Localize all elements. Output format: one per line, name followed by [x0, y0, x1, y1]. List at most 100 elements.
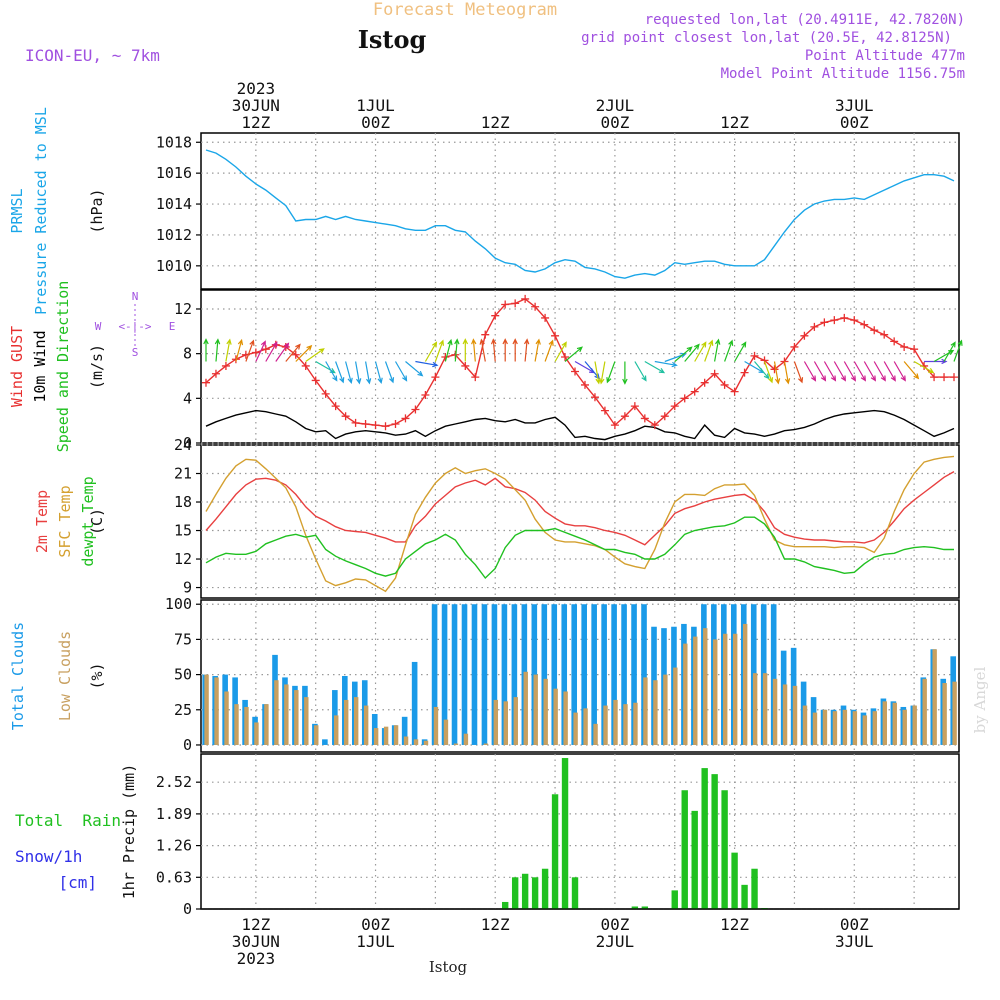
wind-direction-arrow — [704, 339, 714, 362]
wind-direction-arrow — [714, 338, 721, 362]
low-cloud-bar — [782, 684, 788, 745]
precip-bar — [501, 901, 509, 909]
grid-point-coordinates: grid point closest lon,lat (20.5E, 42.81… — [581, 30, 952, 46]
gust-marker — [261, 345, 270, 354]
y-tick-label: 18 — [174, 493, 192, 511]
low-cloud-bar — [443, 719, 449, 745]
precip-bar — [711, 774, 718, 909]
low-cloud-bar — [872, 711, 878, 745]
low-cloud-bar — [244, 706, 249, 745]
gust-marker — [541, 313, 550, 322]
gust-marker — [890, 337, 899, 346]
y-tick-label: 1010 — [156, 257, 192, 275]
gust-marker — [401, 414, 410, 423]
wind-direction-arrow — [873, 361, 886, 382]
wind-direction-arrow — [424, 341, 438, 362]
gust-marker — [391, 420, 400, 429]
low-cloud-bar — [952, 681, 957, 745]
precip-bar — [521, 873, 529, 909]
temperature-legend-label: dewpt Temp — [79, 476, 97, 566]
wind-direction-arrow — [574, 360, 596, 374]
low-cloud-bar — [603, 705, 608, 745]
point-altitude: Point Altitude 477m — [805, 48, 965, 64]
wind-direction-arrow — [773, 361, 781, 385]
wind-direction-arrow — [434, 339, 444, 362]
wind-direction-arrow — [335, 361, 345, 384]
gust-marker — [610, 421, 619, 430]
footer-station: Istog — [429, 958, 468, 976]
y-tick-label: 75 — [174, 630, 192, 648]
wind-direction-arrow — [754, 361, 770, 380]
temperature-legend-label: 2m Temp — [33, 490, 51, 553]
top-time-label: 00Z — [840, 113, 869, 132]
gust-marker — [461, 361, 470, 370]
precip-frame — [200, 753, 960, 910]
low-cloud-bar — [862, 715, 868, 745]
wind-direction-arrow — [622, 361, 628, 385]
temperature-series-1 — [205, 455, 955, 593]
bottom-time-label: 00Z — [361, 915, 390, 934]
wind-direction-arrow — [833, 361, 846, 382]
total-cloud-bar — [601, 604, 607, 745]
y-tick-label: 0.63 — [156, 868, 192, 886]
gust-marker — [351, 418, 360, 427]
app-title: Forecast Meteogram — [373, 0, 557, 20]
wind-direction-arrow — [654, 360, 678, 368]
low-cloud-bar — [623, 704, 628, 745]
total-cloud-bar — [551, 604, 558, 745]
total-cloud-bar — [481, 604, 488, 745]
y-tick-label: 100 — [165, 595, 192, 613]
low-cloud-bar — [683, 643, 688, 745]
wind-direction-arrow — [512, 338, 518, 362]
gust-marker — [900, 342, 909, 351]
y-tick-label: 1.26 — [156, 837, 192, 855]
wind-direction-arrow — [564, 346, 583, 362]
gust-marker — [331, 402, 340, 411]
low-cloud-bar — [573, 712, 578, 745]
low-cloud-bar — [772, 678, 778, 745]
total-cloud-bar — [571, 604, 578, 745]
gust-marker — [561, 353, 570, 362]
low-cloud-bar — [762, 673, 768, 745]
low-cloud-bar — [214, 677, 219, 745]
temperature-panel: 9 12 15 18 21 24 (C) 2m Temp SFC Temp dewpt Temp — [33, 436, 960, 599]
temperature-frame — [200, 444, 960, 599]
y-tick-label: 0 — [183, 434, 192, 452]
y-tick-label: 1018 — [156, 133, 192, 151]
gust-marker — [950, 373, 959, 382]
gust-marker — [650, 421, 659, 430]
low-cloud-bar — [583, 708, 588, 745]
wind-series-1 — [205, 409, 955, 441]
compass-arrow: <-|-> — [118, 320, 151, 333]
wind-direction-arrow — [255, 340, 266, 362]
compass-east: E — [169, 320, 176, 333]
low-cloud-bar — [423, 740, 429, 745]
bottom-time-label: 3JUL — [835, 932, 874, 951]
low-cloud-bar — [882, 701, 887, 745]
wind-direction-arrow — [853, 361, 866, 382]
total-cloud-bar — [411, 661, 418, 745]
gust-marker — [660, 412, 669, 421]
gust-marker — [590, 393, 599, 402]
wind-direction-arrow — [544, 339, 554, 362]
bottom-time-label: 1JUL — [356, 932, 395, 951]
gust-marker — [630, 402, 639, 411]
bottom-time-label: 12Z — [241, 915, 270, 934]
low-cloud-bar — [553, 688, 558, 745]
wind-direction-arrow — [843, 361, 856, 382]
gust-marker — [301, 361, 310, 370]
low-cloud-bar — [353, 697, 359, 745]
gust-marker — [521, 294, 530, 303]
total-cloud-bar — [401, 716, 408, 745]
low-cloud-bar — [334, 715, 339, 745]
low-cloud-bar — [643, 677, 648, 745]
low-cloud-bar — [344, 699, 349, 745]
precip-bar — [721, 790, 728, 909]
total-cloud-bar — [431, 604, 438, 745]
wind-frame — [200, 289, 960, 444]
gust-marker — [750, 351, 759, 360]
y-tick-label: 1014 — [156, 195, 192, 213]
wind-direction-arrow — [203, 338, 209, 362]
low-cloud-bar — [204, 674, 209, 745]
gust-marker — [600, 406, 609, 415]
